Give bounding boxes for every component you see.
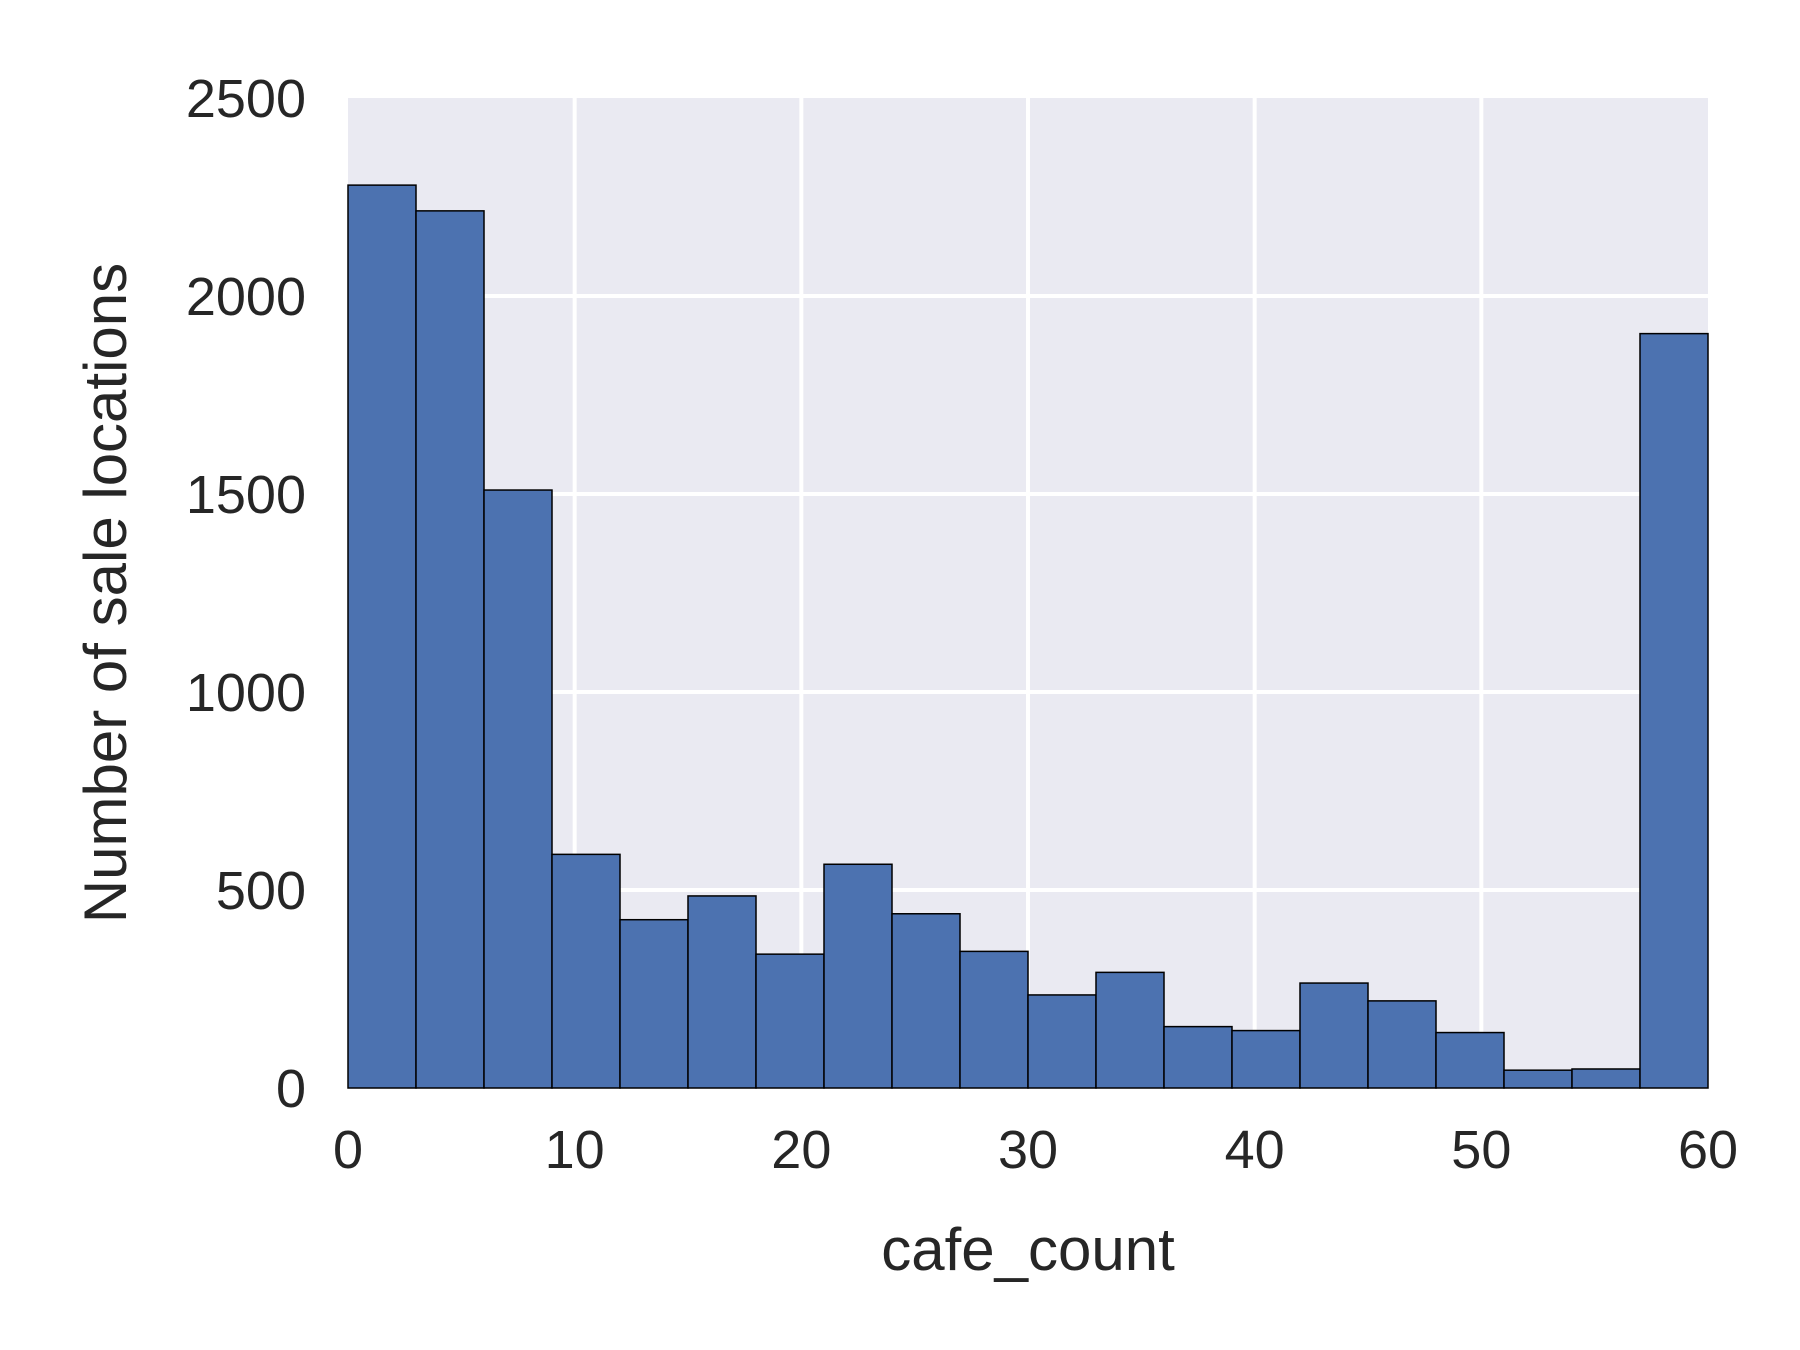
histogram-bar-18 bbox=[1571, 1068, 1641, 1089]
grid-lines bbox=[348, 98, 1708, 1088]
histogram-bar-3 bbox=[551, 853, 621, 1089]
x-axis-label: cafe_count bbox=[881, 1216, 1175, 1283]
histogram-bar-1 bbox=[415, 210, 485, 1089]
y-tick-labels: 0 500 1000 1500 2000 2500 bbox=[186, 69, 306, 1119]
histogram-bar-15 bbox=[1367, 1000, 1437, 1089]
x-tick-labels: 0 10 20 30 40 50 60 bbox=[333, 1120, 1738, 1180]
histogram-bar-4 bbox=[619, 918, 689, 1089]
histogram-bar-9 bbox=[959, 950, 1029, 1089]
x-tick-label: 20 bbox=[771, 1120, 831, 1180]
histogram-bar-11 bbox=[1095, 971, 1165, 1089]
x-tick-label: 40 bbox=[1225, 1120, 1285, 1180]
histogram-bar-6 bbox=[755, 953, 825, 1089]
histogram-bar-10 bbox=[1027, 994, 1097, 1089]
histogram-bar-16 bbox=[1435, 1031, 1505, 1089]
histogram-bar-17 bbox=[1503, 1069, 1573, 1089]
histogram-bar-5 bbox=[687, 895, 757, 1089]
histogram-bar-19 bbox=[1639, 332, 1709, 1089]
x-tick-label: 30 bbox=[998, 1120, 1058, 1180]
x-tick-label: 50 bbox=[1451, 1120, 1511, 1180]
histogram-bar-8 bbox=[891, 913, 961, 1089]
x-tick-label: 10 bbox=[545, 1120, 605, 1180]
y-tick-label: 500 bbox=[216, 861, 306, 921]
y-tick-label: 0 bbox=[276, 1059, 306, 1119]
histogram-bars bbox=[347, 184, 1709, 1089]
y-axis-label: Number of sale locations bbox=[72, 263, 139, 923]
x-tick-label: 60 bbox=[1678, 1120, 1738, 1180]
histogram-bar-2 bbox=[483, 489, 553, 1089]
y-tick-label: 2500 bbox=[186, 69, 306, 129]
y-tick-label: 1000 bbox=[186, 663, 306, 723]
histogram-bar-12 bbox=[1163, 1025, 1233, 1089]
histogram-bar-7 bbox=[823, 863, 893, 1089]
histogram-bar-13 bbox=[1231, 1029, 1301, 1089]
histogram-bar-0 bbox=[347, 184, 417, 1089]
y-tick-label: 1500 bbox=[186, 465, 306, 525]
histogram-bar-14 bbox=[1299, 982, 1369, 1089]
y-tick-label: 2000 bbox=[186, 267, 306, 327]
x-tick-label: 0 bbox=[333, 1120, 363, 1180]
